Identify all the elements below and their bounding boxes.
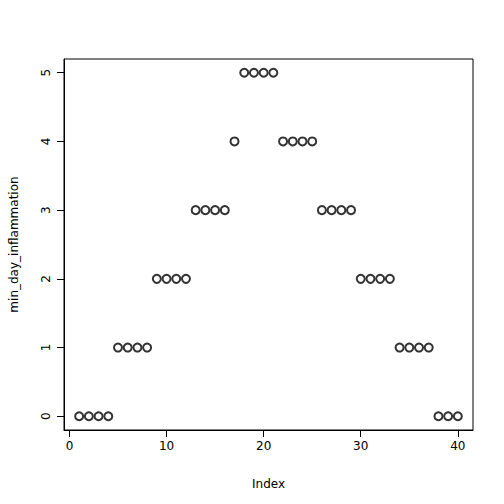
svg-text:4: 4 [39, 138, 53, 146]
svg-text:10: 10 [159, 439, 174, 453]
svg-text:Index: Index [252, 477, 285, 491]
svg-text:min_day_inflammation: min_day_inflammation [7, 176, 21, 312]
svg-text:0: 0 [39, 412, 53, 420]
svg-text:0: 0 [66, 439, 74, 453]
svg-text:30: 30 [353, 439, 368, 453]
svg-text:1: 1 [39, 344, 53, 352]
svg-text:2: 2 [39, 275, 53, 283]
svg-text:5: 5 [39, 69, 53, 77]
svg-text:3: 3 [39, 206, 53, 214]
svg-text:40: 40 [450, 439, 465, 453]
svg-text:20: 20 [256, 439, 271, 453]
